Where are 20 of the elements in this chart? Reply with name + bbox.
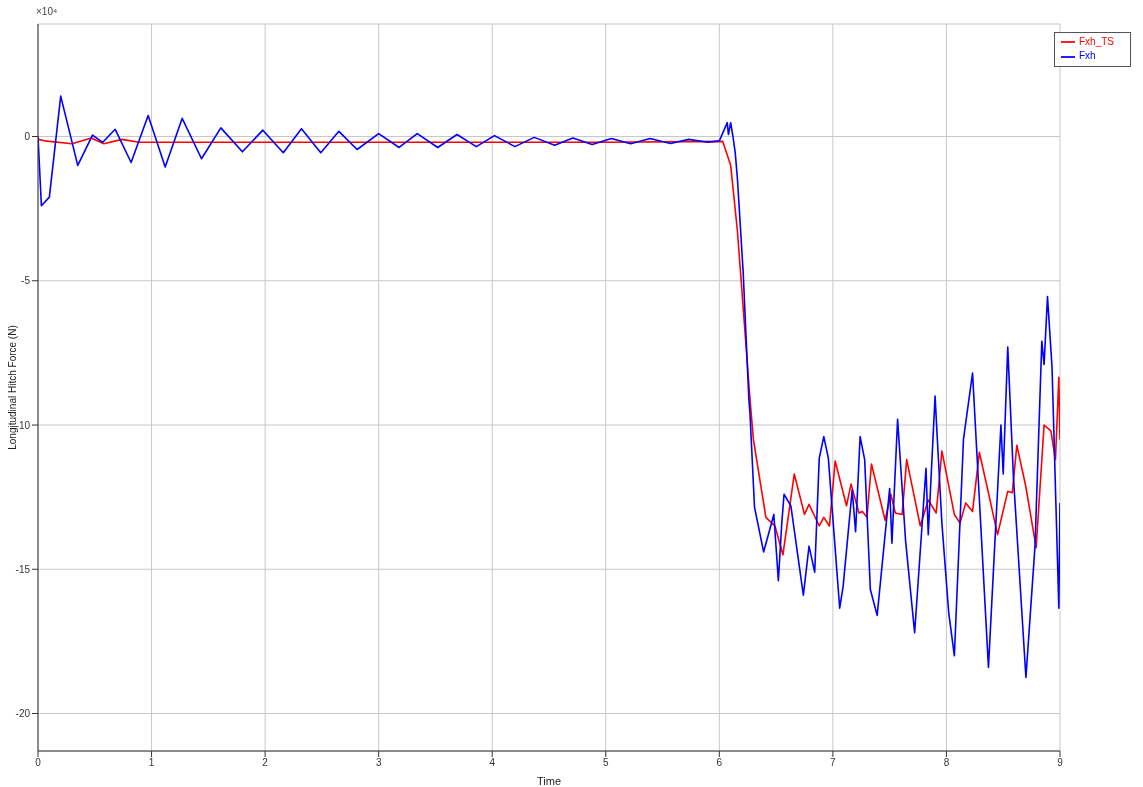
- x-tick-label: 4: [489, 757, 496, 769]
- y-tick-label: 0: [24, 131, 31, 143]
- y-tick-label: -20: [15, 708, 31, 720]
- x-tick-label: 3: [375, 757, 382, 769]
- line-series: [38, 95, 1060, 679]
- y-tick-label: -15: [15, 563, 31, 575]
- legend-label: Fxh: [1078, 50, 1096, 62]
- text: ×10⁴: [36, 6, 58, 17]
- legend-label: Fxh_TS: [1078, 36, 1114, 47]
- x-tick-label: 9: [1057, 757, 1064, 769]
- x-tick-label: 7: [830, 757, 837, 769]
- x-tick-label: 0: [35, 757, 42, 769]
- line-series: [38, 137, 1060, 556]
- y-tick-label: -5: [21, 275, 31, 287]
- x-tick-label: 8: [943, 757, 950, 769]
- x-axis-title: Time: [536, 775, 562, 787]
- x-tick-label: 6: [716, 757, 723, 769]
- x-tick-label: 5: [602, 757, 609, 769]
- x-tick-label: 2: [262, 757, 269, 769]
- x-tick-label: 1: [148, 757, 155, 769]
